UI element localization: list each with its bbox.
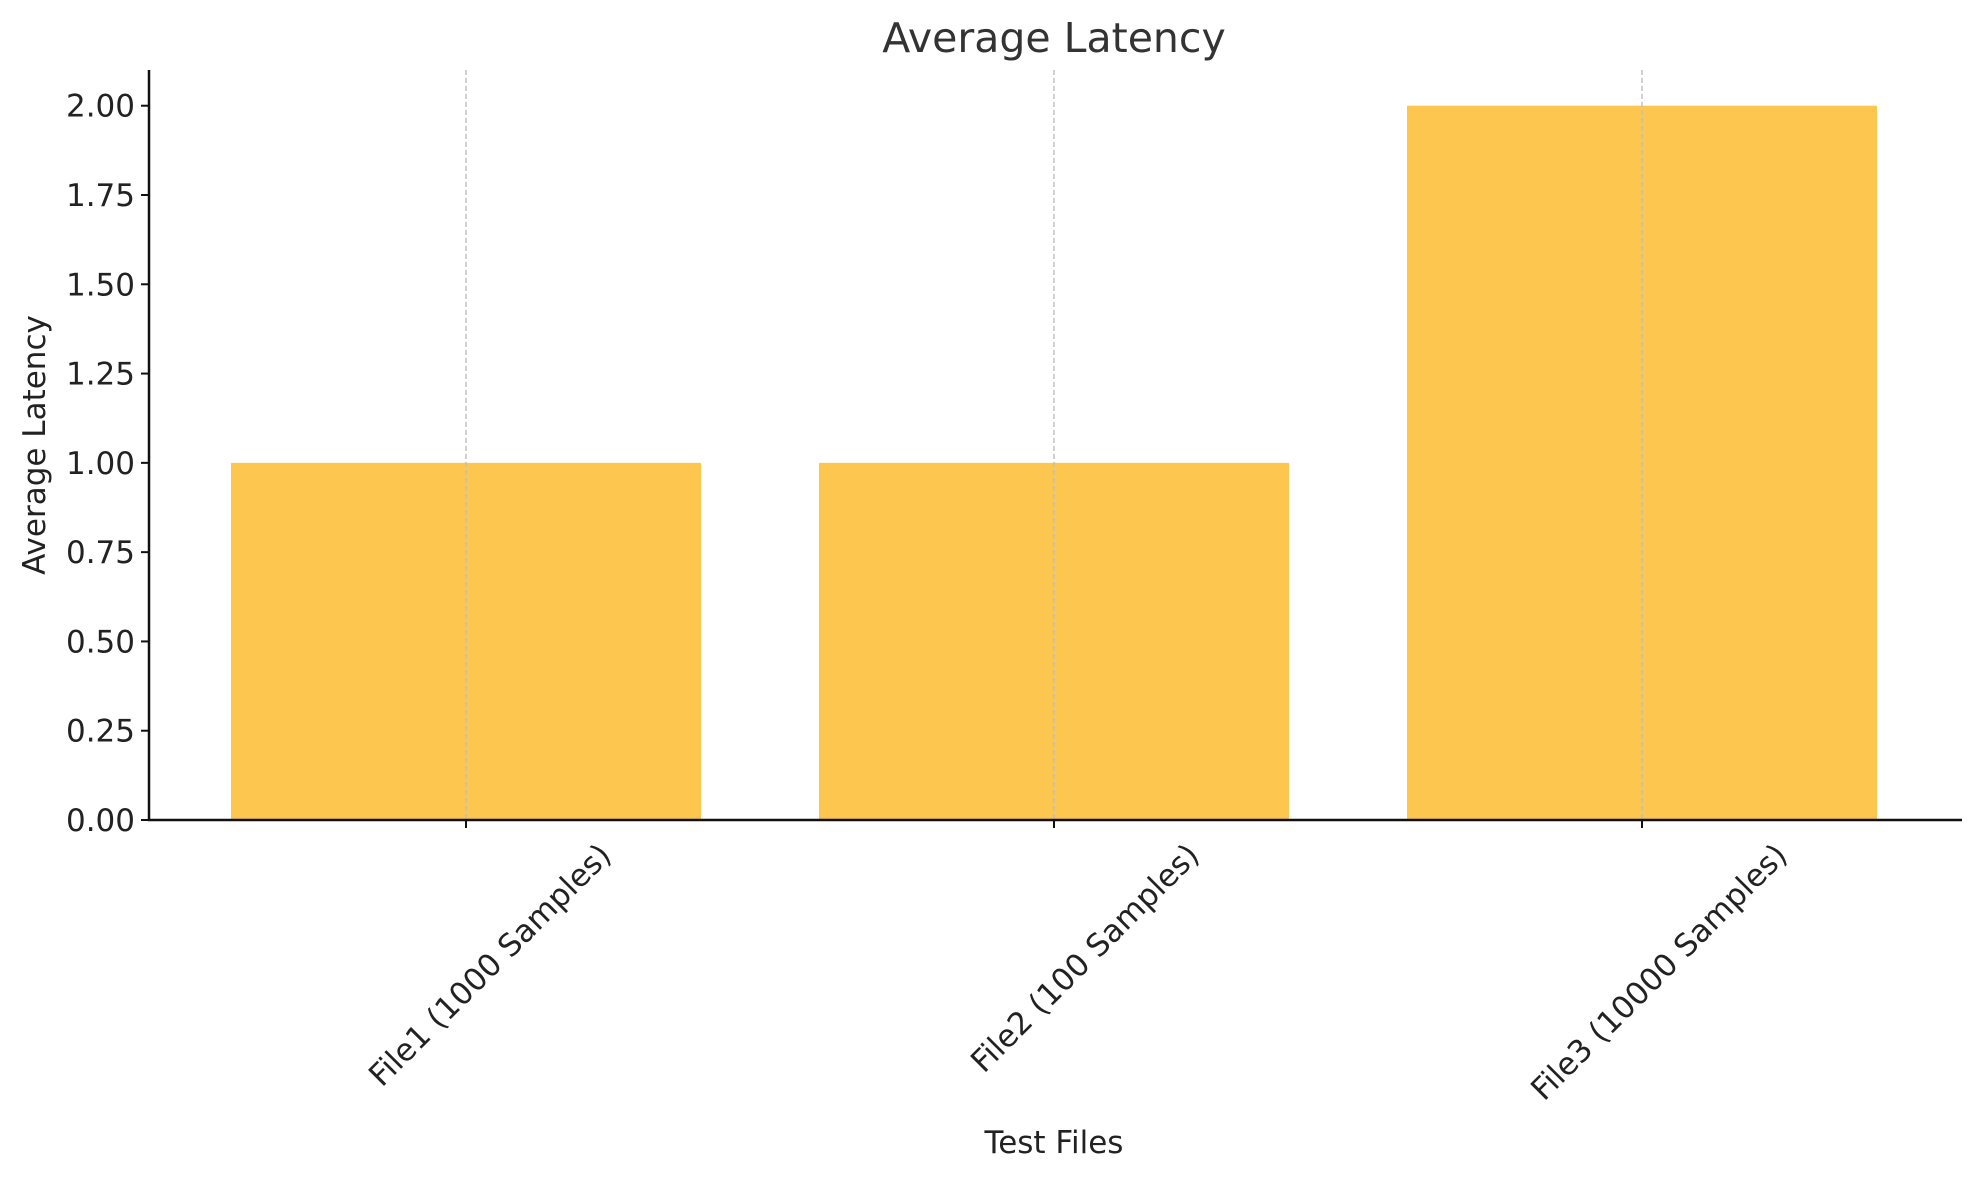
chart-title: Average Latency xyxy=(882,14,1225,62)
grid-lines xyxy=(465,70,1643,820)
x-axis-label: Test Files xyxy=(984,1125,1124,1161)
x-tick-label: File2 (100 Samples) xyxy=(964,837,1207,1080)
y-axis-label: Average Latency xyxy=(17,315,53,575)
y-tick-label: 1.25 xyxy=(66,357,135,393)
y-tick-label: 1.00 xyxy=(66,446,135,482)
x-axis-ticks: File1 (1000 Samples) File2 (100 Samples) F… xyxy=(362,820,1795,1108)
y-tick-label: 1.75 xyxy=(66,178,135,214)
x-tick-label: File1 (1000 Samples) xyxy=(362,837,619,1094)
y-axis-ticks: 0.00 0.25 0.50 0.75 1.00 1.25 1.50 1.75 2.00 xyxy=(66,89,149,839)
y-tick-label: 1.50 xyxy=(66,267,135,303)
y-tick-label: 2.00 xyxy=(66,89,135,125)
y-tick-label: 0.25 xyxy=(66,714,135,750)
y-tick-label: 0.00 xyxy=(66,803,135,839)
y-tick-label: 0.75 xyxy=(66,535,135,571)
y-tick-label: 0.50 xyxy=(66,624,135,660)
x-tick-label: File3 (10000 Samples) xyxy=(1524,837,1794,1107)
